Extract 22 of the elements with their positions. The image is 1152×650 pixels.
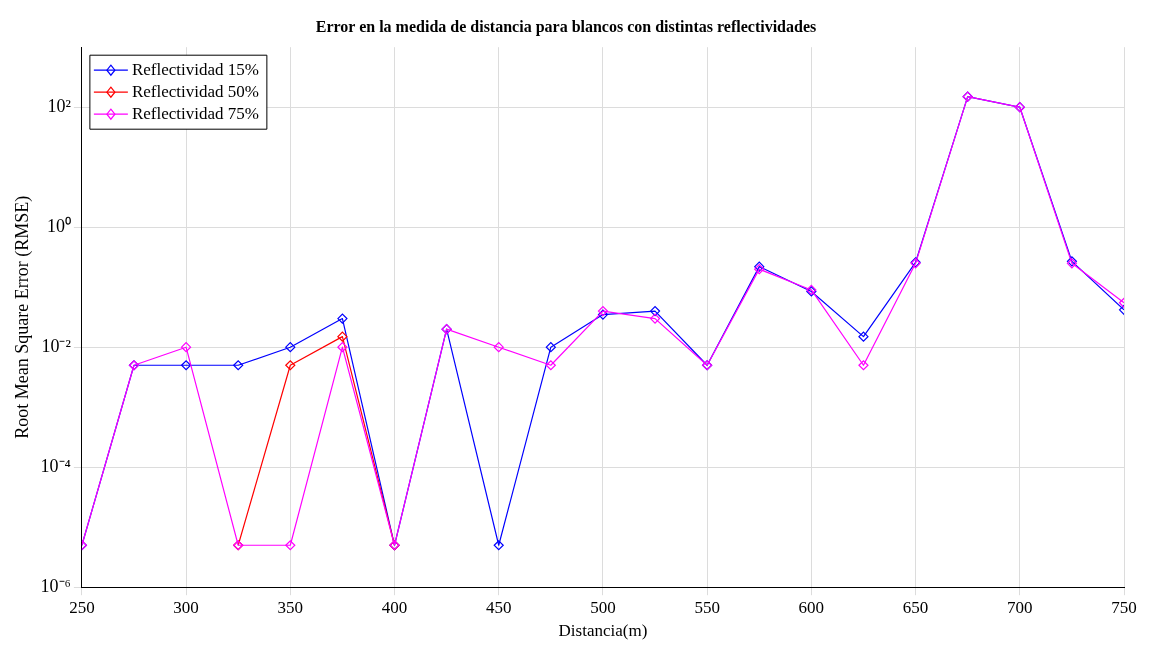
x-tick-label: 250: [69, 597, 95, 617]
y-tick-label: 10⁻⁶: [40, 575, 71, 596]
legend-label: Reflectividad 75%: [131, 103, 259, 123]
x-tick-label: 300: [173, 597, 199, 617]
y-tick-label: 10²: [47, 95, 71, 116]
x-tick-label: 750: [1111, 597, 1137, 617]
x-tick-label: 450: [485, 597, 512, 617]
y-tick-label: 10⁻²: [41, 335, 71, 356]
legend-label: Reflectividad 15%: [131, 59, 259, 79]
x-tick-label: 550: [694, 597, 720, 617]
x-tick-label: 650: [902, 597, 929, 617]
x-axis-title: Distancia(m): [558, 621, 648, 641]
y-tick-label: 10⁰: [46, 215, 71, 236]
x-tick-label: 700: [1007, 597, 1033, 617]
x-tick-label: 500: [590, 597, 616, 617]
chart-title: Error en la medida de distancia para blancos con distintas reflectividades: [315, 17, 817, 36]
x-tick-label: 600: [798, 597, 825, 617]
x-tick-label: 350: [277, 597, 304, 617]
y-axis-title: Root Mean Square Error (RMSE): [11, 195, 33, 439]
x-tick-label: 400: [381, 597, 408, 617]
legend-label: Reflectividad 50%: [131, 81, 259, 101]
y-tick-label: 10⁻⁴: [40, 455, 71, 476]
